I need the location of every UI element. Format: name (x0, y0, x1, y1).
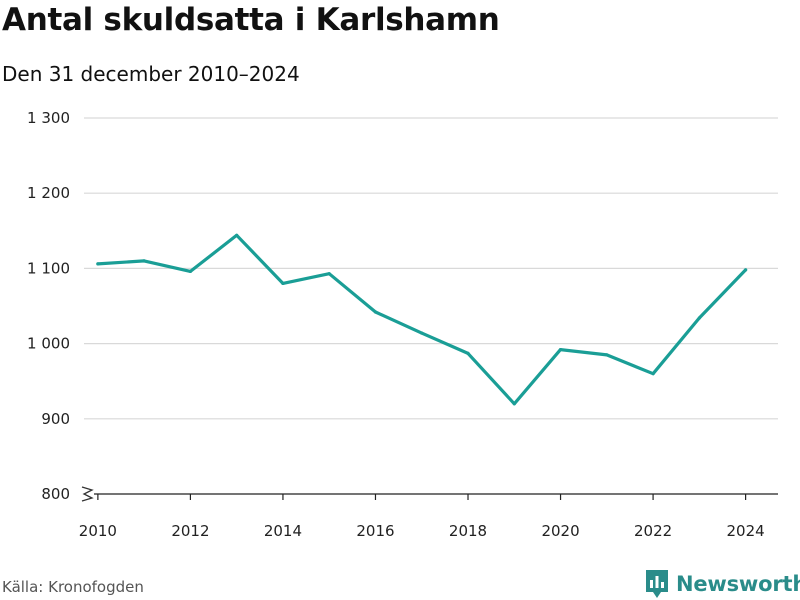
data-point (281, 281, 285, 286)
data-point (373, 310, 378, 314)
x-tick-label: 2022 (634, 522, 672, 540)
data-point (605, 353, 609, 357)
x-tick-label: 2024 (727, 522, 765, 540)
y-tick-label: 900 (41, 410, 70, 428)
series-line (96, 233, 748, 406)
y-axis: 800 900 1 000 1 100 1 200 1 300 (27, 109, 70, 503)
bar-chart-icon (646, 570, 668, 598)
y-tick-label: 800 (41, 485, 70, 503)
data-point (96, 262, 100, 266)
y-tick-label: 1 300 (27, 109, 70, 127)
data-point (466, 351, 470, 355)
chart-title: Antal skuldsatta i Karlshamn (2, 2, 500, 38)
data-point (188, 269, 193, 274)
data-point (697, 316, 701, 320)
y-tick-label: 1 000 (27, 335, 70, 353)
gridlines (84, 117, 778, 420)
data-point (744, 268, 748, 272)
x-axis: 2010 2012 2014 2016 2018 2020 2022 2024 (79, 485, 778, 540)
chart-subtitle: Den 31 december 2010–2024 (2, 62, 300, 86)
x-tick-label: 2010 (79, 522, 117, 540)
source-note: Källa: Kronofogden (2, 578, 144, 596)
data-point (420, 331, 424, 335)
y-tick-label: 1 100 (27, 259, 70, 277)
data-point (235, 233, 239, 237)
axis-break-icon (81, 486, 94, 502)
brand-logo: Newsworthy (644, 568, 800, 600)
data-point (512, 402, 516, 406)
x-tick-label: 2012 (171, 522, 209, 540)
data-point (142, 259, 146, 263)
x-tick-label: 2016 (356, 522, 394, 540)
data-point (327, 272, 331, 276)
data-point (651, 372, 655, 376)
brand-name: Newsworthy (676, 572, 800, 596)
series-group (96, 233, 748, 406)
x-tick-label: 2020 (541, 522, 579, 540)
y-tick-label: 1 200 (27, 184, 70, 202)
x-tick-label: 2014 (264, 522, 302, 540)
x-tick-label: 2018 (449, 522, 487, 540)
data-point (558, 348, 563, 352)
